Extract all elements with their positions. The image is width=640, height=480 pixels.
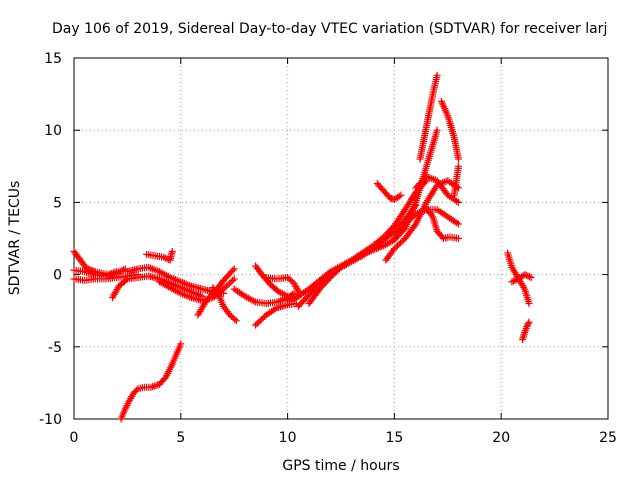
series-arc22 [412,172,462,206]
plot-frame [73,57,609,420]
data-point-markers [450,162,462,199]
series-arc19 [373,180,405,204]
data-point-markers [70,265,129,280]
series-arc3 [70,265,129,280]
data-point-markers [117,340,185,423]
grid-lines [74,58,608,419]
series-arc13 [252,299,300,329]
series-arc9 [209,284,240,325]
data-point-markers [262,273,304,299]
x-axis-label: GPS time / hours [282,458,399,474]
series-arc18 [416,71,441,163]
data-point-markers [519,318,533,344]
series-arc6 [143,247,176,264]
x-tick-label: 15 [385,430,403,446]
x-tick-label: 10 [279,430,297,446]
y-axis-label: SDTVAR / TECUs [7,181,23,296]
series-arc27 [508,271,535,286]
x-tick-label: 20 [492,430,510,446]
series-arc28 [519,318,533,344]
series-arc25 [450,162,462,199]
data-point-markers [194,265,238,319]
y-tick-label: 0 [53,268,62,284]
axis-ticks [73,57,609,420]
series-arc8 [194,265,238,319]
data-point-markers [284,177,430,305]
data-point-markers [437,97,462,163]
x-tick-label: 0 [70,430,79,446]
data-point-markers [373,180,405,204]
series-arc24 [437,97,462,163]
data-point-markers [209,284,240,325]
y-tick-label: -5 [48,340,62,356]
x-tick-label: 5 [176,430,185,446]
y-tick-label: -10 [39,412,62,428]
series-arc23 [422,204,462,242]
data-point-markers [508,271,535,286]
tick-labels: 0 5 10 15 20 25 -10 -5 0 5 10 15 [39,51,617,446]
data-point-markers [252,299,300,329]
data-point-markers [422,204,462,242]
chart-title: Day 106 of 2019, Sidereal Day-to-day VTE… [52,21,607,37]
series-arc10 [117,340,185,423]
data-points [70,71,535,423]
series-arc14 [262,273,304,299]
series-arc15 [284,177,430,305]
y-tick-label: 10 [44,123,62,139]
data-point-markers [416,71,441,163]
data-point-markers [412,172,462,206]
x-tick-label: 25 [599,430,617,446]
y-tick-label: 5 [53,195,62,211]
data-point-markers [143,247,176,264]
y-tick-label: 15 [44,51,62,67]
